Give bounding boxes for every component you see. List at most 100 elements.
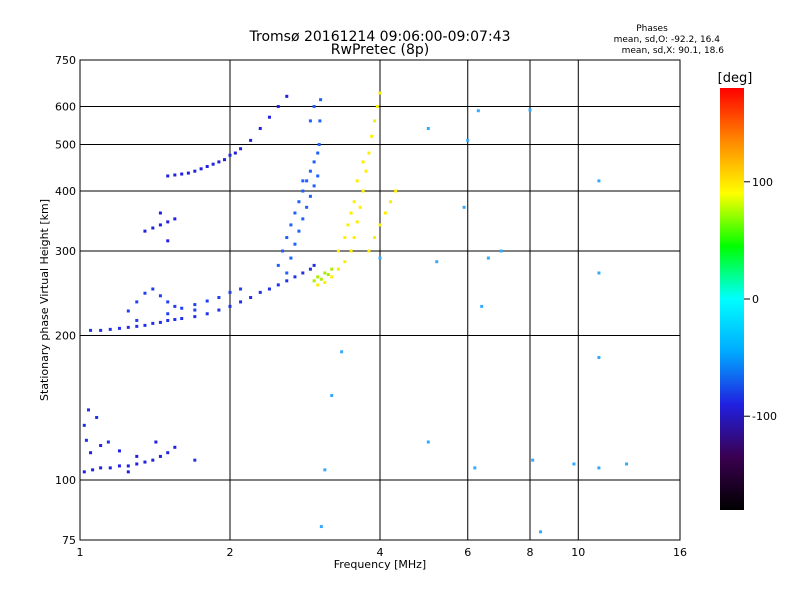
- data-point: [239, 300, 243, 304]
- data-point: [117, 449, 121, 453]
- data-point: [217, 308, 221, 312]
- data-point: [480, 304, 484, 308]
- data-point: [312, 279, 316, 283]
- data-point: [285, 236, 289, 240]
- data-point: [86, 408, 90, 412]
- data-point: [370, 134, 374, 138]
- data-point: [267, 287, 271, 291]
- data-point: [99, 466, 103, 470]
- y-tick-label: 600: [55, 101, 76, 114]
- data-point: [249, 296, 253, 300]
- colorbar: [720, 88, 744, 510]
- data-point: [316, 151, 320, 155]
- data-point: [308, 267, 312, 271]
- data-point: [193, 169, 197, 173]
- data-point: [126, 309, 130, 313]
- data-point: [375, 105, 379, 109]
- data-point: [383, 211, 387, 215]
- data-point: [166, 312, 170, 316]
- data-point: [173, 317, 177, 321]
- data-point: [293, 275, 297, 279]
- data-point: [267, 115, 271, 119]
- data-point: [326, 273, 330, 277]
- data-point: [308, 194, 312, 198]
- data-point: [297, 229, 301, 233]
- data-point: [108, 327, 112, 331]
- series-x-mode-green-yellow-edge: [312, 267, 334, 283]
- data-point: [323, 271, 327, 275]
- data-point: [143, 323, 147, 327]
- series-o-mode-upper-branches: [143, 94, 289, 243]
- data-point: [193, 458, 197, 462]
- data-point: [135, 324, 139, 328]
- data-point: [305, 179, 309, 183]
- data-point: [158, 454, 162, 458]
- data-point: [285, 271, 289, 275]
- data-point: [330, 275, 334, 279]
- data-point: [466, 138, 470, 142]
- data-point: [228, 304, 232, 308]
- grid-lines: [80, 60, 680, 540]
- chart-subtitle: RwPretec (8p): [331, 42, 429, 58]
- data-point: [228, 290, 232, 294]
- data-point: [373, 236, 377, 240]
- data-point: [151, 226, 155, 230]
- data-point: [151, 321, 155, 325]
- data-point: [305, 205, 309, 209]
- data-point: [166, 451, 170, 455]
- data-point: [462, 205, 466, 209]
- data-point: [117, 464, 121, 468]
- data-points: [82, 91, 629, 534]
- data-point: [205, 164, 209, 168]
- data-point: [135, 300, 139, 304]
- series-o-mode-e-low-trace: [82, 440, 177, 474]
- data-point: [91, 468, 95, 472]
- data-point: [301, 179, 305, 183]
- data-point: [143, 291, 147, 295]
- data-point: [173, 217, 177, 221]
- data-point: [158, 294, 162, 298]
- data-point: [531, 458, 535, 462]
- data-point: [358, 205, 362, 209]
- data-point: [166, 318, 170, 322]
- x-axis-label: Frequency [MHz]: [334, 558, 426, 571]
- data-point: [276, 283, 280, 287]
- data-point: [301, 217, 305, 221]
- data-point: [180, 306, 184, 310]
- data-point: [180, 172, 184, 176]
- data-point: [217, 296, 221, 300]
- data-point: [625, 462, 629, 466]
- data-point: [349, 249, 353, 253]
- data-point: [426, 440, 430, 444]
- data-point: [473, 466, 477, 470]
- data-point: [323, 280, 327, 284]
- data-point: [597, 179, 601, 183]
- data-point: [99, 328, 103, 332]
- data-point: [199, 167, 203, 171]
- series-x-mode-f-trace: [316, 91, 398, 287]
- y-tick-label: 400: [55, 185, 76, 198]
- data-point: [281, 249, 285, 253]
- data-point: [193, 308, 197, 312]
- data-point: [394, 189, 398, 193]
- data-point: [312, 184, 316, 188]
- data-point: [297, 200, 301, 204]
- data-point: [223, 158, 227, 162]
- data-point: [276, 105, 280, 109]
- data-point: [135, 454, 139, 458]
- data-point: [143, 460, 147, 464]
- data-point: [597, 466, 601, 470]
- data-point: [173, 173, 177, 177]
- data-point: [205, 299, 209, 303]
- data-point: [135, 462, 139, 466]
- data-point: [361, 160, 365, 164]
- y-axis-label: Stationary phase Virtual Height [km]: [38, 199, 51, 401]
- data-point: [258, 290, 262, 294]
- data-point: [126, 464, 130, 468]
- data-point: [352, 200, 356, 204]
- data-point: [106, 440, 110, 444]
- data-point: [166, 239, 170, 243]
- data-point: [336, 249, 340, 253]
- series-sparse-high-freq-points: [319, 108, 629, 534]
